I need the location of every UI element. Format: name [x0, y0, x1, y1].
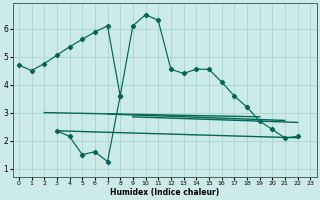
- X-axis label: Humidex (Indice chaleur): Humidex (Indice chaleur): [110, 188, 219, 197]
